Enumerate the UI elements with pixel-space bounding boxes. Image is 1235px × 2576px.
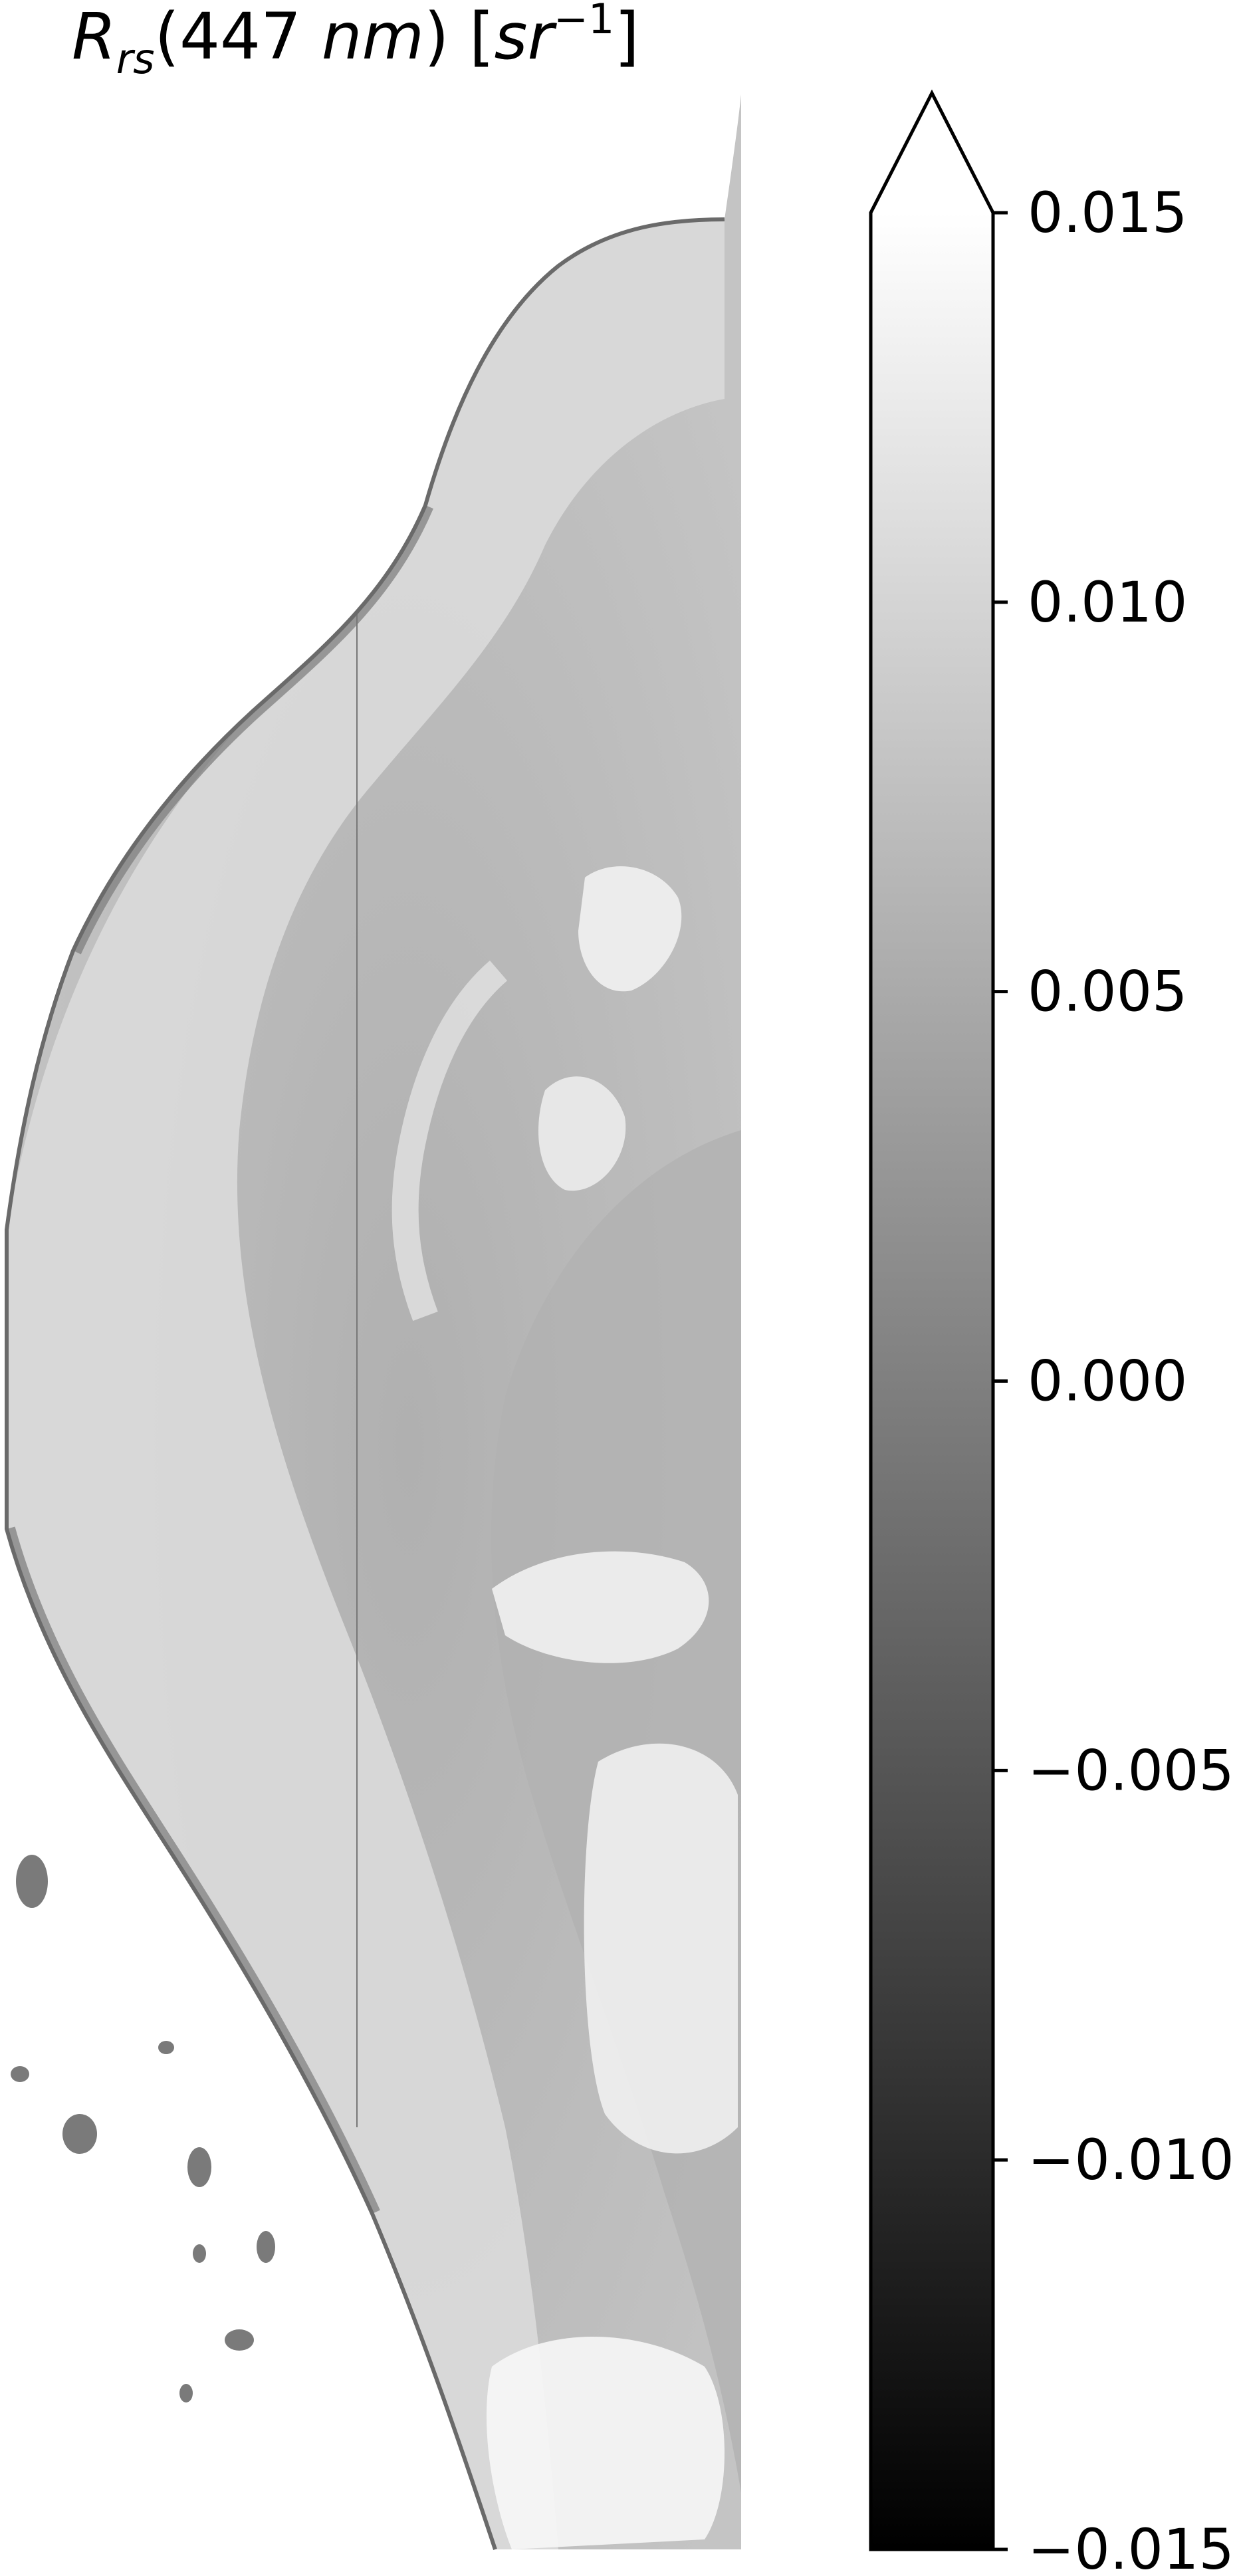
inland-lake xyxy=(193,2244,206,2263)
title-bracket-close: ] xyxy=(614,0,639,74)
colorbar-tick-label: 0.000 xyxy=(1028,1349,1187,1414)
title-subscript: rs xyxy=(116,35,155,83)
glint-patch-3 xyxy=(492,1551,709,1663)
inland-lake xyxy=(187,2147,211,2187)
inland-lake xyxy=(225,2329,254,2351)
colorbar-gradient xyxy=(871,213,993,2549)
figure-title: Rrs(447 nm) [sr−1] xyxy=(72,0,639,83)
colorbar-tick-label: 0.015 xyxy=(1028,180,1187,245)
title-close-paren: ) xyxy=(424,0,449,74)
title-unit-sr: sr xyxy=(494,0,557,74)
colorbar-outline xyxy=(869,89,995,2551)
glint-patch-5 xyxy=(486,2337,725,2549)
title-symbol: R xyxy=(72,0,116,74)
inland-lake xyxy=(158,2041,174,2054)
inland-water-bodies xyxy=(11,1855,275,2402)
title-unit-nm: nm xyxy=(322,0,424,74)
title-exponent: −1 xyxy=(554,0,614,43)
colorbar: 0.015 0.010 0.005 0.000 −0.005 −0.010 −0.015 xyxy=(869,89,1234,2576)
glint-patch-4 xyxy=(584,1743,738,2154)
colorbar-extend-arrow xyxy=(871,93,993,213)
reflectance-map xyxy=(4,94,741,2550)
colorbar-tick-label: 0.005 xyxy=(1028,959,1187,1024)
title-bracket-open: [ xyxy=(469,0,494,74)
colorbar-ticks: 0.015 0.010 0.005 0.000 −0.005 −0.010 −0.015 xyxy=(993,180,1234,2576)
nearshore-swirl xyxy=(392,960,508,1322)
inland-lake xyxy=(11,2066,29,2082)
glint-patch-1 xyxy=(578,866,682,992)
colorbar-tick-label: −0.015 xyxy=(1028,2517,1234,2576)
title-wavelength: (447 xyxy=(155,0,302,74)
nearshore-bright-band xyxy=(7,219,725,2549)
inland-lake xyxy=(62,2114,97,2154)
inland-lake xyxy=(179,2384,193,2402)
colorbar-tick-label: −0.010 xyxy=(1028,2127,1234,2192)
glint-patch-2 xyxy=(538,1076,626,1191)
inland-lake xyxy=(257,2231,275,2263)
coastline xyxy=(4,217,725,2550)
colorbar-tick-label: 0.010 xyxy=(1028,570,1187,635)
colorbar-tick-label: −0.005 xyxy=(1028,1738,1234,1803)
inland-lake xyxy=(16,1855,48,1908)
